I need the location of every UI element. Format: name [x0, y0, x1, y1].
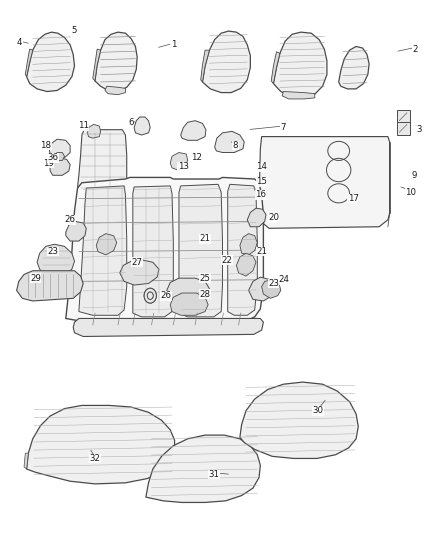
Polygon shape — [215, 131, 244, 152]
Polygon shape — [181, 120, 206, 140]
Text: 19: 19 — [43, 159, 54, 167]
Text: 28: 28 — [200, 289, 211, 298]
Text: 30: 30 — [313, 406, 324, 415]
Text: 10: 10 — [405, 188, 416, 197]
Polygon shape — [27, 32, 74, 92]
Polygon shape — [27, 406, 175, 484]
Text: 9: 9 — [411, 171, 417, 180]
Text: 2: 2 — [412, 45, 417, 54]
Polygon shape — [259, 136, 390, 228]
Polygon shape — [49, 139, 70, 158]
Polygon shape — [105, 86, 125, 95]
Polygon shape — [25, 49, 33, 77]
Polygon shape — [54, 152, 64, 160]
Polygon shape — [66, 177, 263, 325]
Polygon shape — [37, 244, 74, 278]
Polygon shape — [88, 124, 101, 138]
Polygon shape — [170, 152, 187, 170]
Text: 26: 26 — [65, 215, 76, 224]
Polygon shape — [240, 233, 257, 255]
Circle shape — [144, 288, 156, 303]
Polygon shape — [96, 233, 117, 255]
Polygon shape — [66, 221, 86, 241]
Text: 4: 4 — [17, 38, 22, 47]
Text: 17: 17 — [347, 194, 359, 203]
Polygon shape — [228, 184, 257, 316]
Polygon shape — [339, 46, 369, 89]
Polygon shape — [17, 271, 83, 301]
Text: 31: 31 — [208, 470, 219, 479]
Polygon shape — [396, 122, 410, 135]
Polygon shape — [282, 92, 315, 99]
Text: 3: 3 — [417, 125, 422, 134]
Text: 23: 23 — [47, 247, 58, 256]
Polygon shape — [201, 50, 209, 82]
Text: 7: 7 — [281, 123, 286, 132]
Circle shape — [144, 288, 156, 303]
Polygon shape — [179, 184, 223, 317]
Text: 23: 23 — [268, 279, 279, 288]
Text: 20: 20 — [268, 213, 279, 222]
Text: 14: 14 — [256, 163, 267, 171]
Polygon shape — [78, 130, 127, 192]
Text: 27: 27 — [132, 258, 143, 266]
Text: 26: 26 — [160, 291, 171, 300]
Polygon shape — [134, 117, 150, 135]
Polygon shape — [261, 280, 281, 298]
Text: 18: 18 — [40, 141, 51, 150]
Text: 29: 29 — [30, 273, 41, 282]
Text: 24: 24 — [278, 275, 289, 284]
Polygon shape — [120, 260, 159, 285]
Text: 16: 16 — [255, 190, 266, 199]
Polygon shape — [237, 253, 256, 276]
Text: 6: 6 — [128, 118, 134, 127]
Text: 21: 21 — [256, 247, 267, 256]
Polygon shape — [93, 49, 101, 81]
Polygon shape — [271, 52, 280, 84]
Text: 25: 25 — [200, 273, 211, 282]
Polygon shape — [249, 277, 275, 301]
Text: 22: 22 — [221, 256, 232, 265]
Polygon shape — [73, 318, 263, 336]
Text: 1: 1 — [170, 41, 176, 50]
Polygon shape — [95, 32, 137, 92]
Text: 5: 5 — [72, 26, 77, 35]
Polygon shape — [396, 110, 410, 123]
Text: 13: 13 — [178, 163, 189, 171]
Text: 36: 36 — [47, 154, 58, 163]
Polygon shape — [50, 158, 70, 175]
Polygon shape — [133, 186, 173, 317]
Text: 32: 32 — [89, 454, 100, 463]
Polygon shape — [240, 382, 358, 458]
Text: 8: 8 — [233, 141, 238, 150]
Text: 11: 11 — [78, 122, 89, 131]
Text: 21: 21 — [200, 235, 211, 244]
Polygon shape — [273, 32, 327, 98]
Polygon shape — [247, 208, 266, 227]
Text: 15: 15 — [256, 177, 267, 186]
Polygon shape — [146, 435, 260, 503]
Polygon shape — [202, 31, 251, 93]
Text: 12: 12 — [191, 153, 202, 162]
Polygon shape — [170, 293, 208, 316]
Polygon shape — [24, 453, 28, 469]
Polygon shape — [167, 278, 209, 303]
Polygon shape — [79, 186, 127, 316]
